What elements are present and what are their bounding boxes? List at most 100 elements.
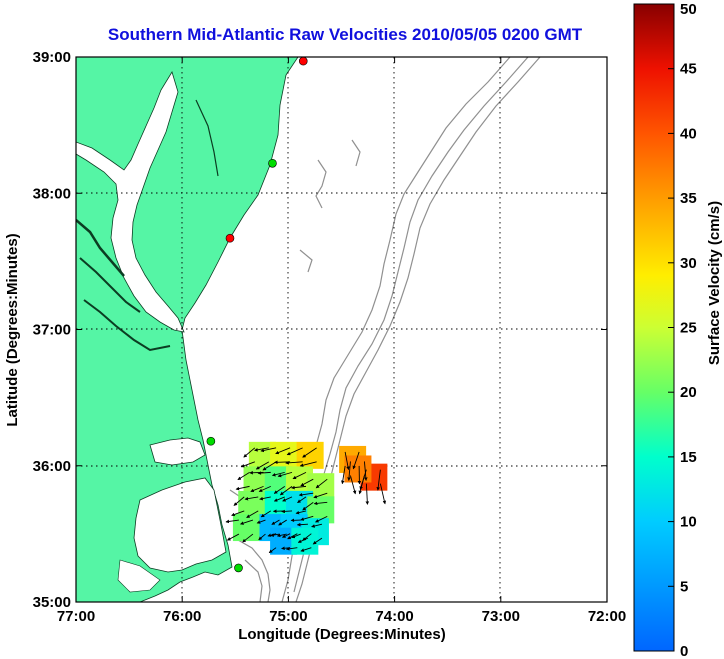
- chesapeake-bay: [76, 71, 185, 333]
- velocity-arrow-43: [246, 510, 259, 518]
- x-tick-label-0: 77:00: [57, 608, 95, 625]
- velocity-arrow-76: [287, 533, 298, 540]
- delmarva-creek: [195, 99, 219, 177]
- velocity-arrow-36: [300, 478, 314, 487]
- nc-inlet: [117, 559, 161, 593]
- station-marker-4: [234, 563, 243, 573]
- colorbar-ticks: 0 5 10 15 20 25 30 35 40 45 50: [668, 1, 697, 659]
- colorbar-tick-label-10: 50: [680, 1, 697, 18]
- x-axis-label: Longitude (Degrees:Minutes): [238, 626, 446, 643]
- velocity-arrow-64: [278, 519, 287, 526]
- velocity-arrow-11: [299, 461, 317, 467]
- pamlico-sound: [133, 477, 227, 573]
- velocity-arrow-24: [237, 471, 250, 481]
- x-tick-label-2: 75:00: [269, 608, 307, 625]
- velocity-arrow-12: [344, 451, 350, 471]
- station-marker-0: [298, 56, 308, 66]
- velocity-cell-19: [291, 527, 319, 555]
- velocity-arrow-8: [286, 447, 303, 456]
- velocity-arrow-26: [235, 485, 250, 491]
- colorbar-tick-label-8: 40: [680, 125, 697, 142]
- velocity-arrow-56: [225, 519, 239, 524]
- velocity-arrow-20: [347, 461, 351, 481]
- velocity-arrow-39: [313, 492, 328, 499]
- velocity-arrow-49: [297, 496, 307, 503]
- velocity-arrow-35: [291, 485, 307, 490]
- velocity-vectors: [225, 447, 387, 554]
- velocity-arrow-18: [365, 483, 370, 505]
- velocity-arrow-44: [259, 496, 271, 501]
- velocity-arrow-59: [242, 533, 254, 543]
- velocity-arrow-73: [281, 533, 291, 538]
- velocity-arrow-38: [298, 492, 314, 497]
- radar-stations: [206, 56, 308, 573]
- velocity-arrow-31: [273, 486, 286, 494]
- velocity-arrow-2: [240, 461, 256, 468]
- velocity-arrow-23: [358, 475, 365, 495]
- potomac-river: [76, 219, 125, 277]
- velocity-arrow-42: [231, 510, 245, 517]
- velocity-arrow-9: [302, 447, 317, 458]
- y-tick-label-4: 39:00: [33, 49, 71, 66]
- velocity-arrow-58: [226, 533, 240, 541]
- velocity-arrow-74: [268, 547, 277, 554]
- velocity-arrow-72: [267, 533, 277, 537]
- station-marker-3: [206, 436, 216, 446]
- velocity-arrow-57: [239, 519, 254, 525]
- colorbar-tick-label-7: 35: [680, 190, 697, 207]
- velocity-arrow-45: [273, 496, 285, 502]
- velocity-cell-10: [238, 490, 266, 518]
- y-axis-label: Latitude (Degrees:Minutes): [4, 233, 21, 426]
- velocity-arrow-7: [274, 460, 291, 465]
- x-tick-label-4: 73:00: [482, 608, 520, 625]
- velocity-arrow-69: [311, 523, 323, 528]
- y-tick-label-0: 35:00: [33, 594, 71, 611]
- velocity-cell-14: [232, 514, 260, 542]
- colorbar-label: Surface Velocity (cm/s): [706, 201, 723, 365]
- velocity-arrow-6: [262, 461, 277, 471]
- velocity-arrow-10: [285, 461, 303, 465]
- velocity-arrow-28: [257, 471, 271, 475]
- velocity-arrow-48: [282, 496, 293, 502]
- velocity-arrow-22: [349, 475, 357, 495]
- rappahannock-river: [79, 257, 141, 313]
- velocity-arrow-19: [379, 483, 387, 505]
- velocity-arrow-60: [256, 519, 266, 524]
- colorbar-tick-label-0: 0: [680, 643, 688, 659]
- velocity-arrow-71: [312, 537, 323, 545]
- velocity-arrow-79: [300, 547, 312, 552]
- velocity-arrow-21: [363, 461, 368, 481]
- velocity-arrow-14: [341, 465, 346, 485]
- velocity-arrow-53: [313, 501, 328, 506]
- velocity-arrow-46: [260, 510, 272, 518]
- colorbar-tick-label-6: 30: [680, 255, 697, 272]
- velocity-arrow-27: [250, 485, 264, 493]
- velocity-arrow-40: [233, 496, 245, 506]
- velocity-arrow-41: [244, 496, 259, 501]
- velocity-arrow-54: [300, 515, 314, 521]
- albemarle-sound: [149, 437, 206, 466]
- york-james-river: [83, 299, 171, 352]
- x-tick-label-3: 74:00: [375, 608, 413, 625]
- colorbar-tick-label-3: 15: [680, 449, 697, 466]
- velocity-arrow-68: [296, 522, 308, 527]
- velocity-arrow-0: [243, 447, 256, 458]
- velocity-arrow-33: [292, 471, 307, 480]
- velocity-arrow-34: [279, 486, 293, 496]
- colorbar-tick-label-5: 25: [680, 320, 697, 337]
- velocity-arrow-30: [258, 485, 271, 492]
- velocity-arrow-17: [376, 469, 381, 491]
- velocity-arrow-4: [260, 447, 277, 453]
- y-axis-ticks: 35:00 36:00 37:00 38:00 39:00: [33, 49, 607, 611]
- velocity-arrow-55: [315, 515, 328, 523]
- velocity-cell-2: [296, 441, 324, 469]
- colorbar-tick-label-2: 10: [680, 514, 697, 531]
- colorbar-tick-label-4: 20: [680, 384, 697, 401]
- velocity-arrow-62: [258, 533, 266, 541]
- y-tick-label-3: 38:00: [33, 185, 71, 202]
- chart-title: Southern Mid-Atlantic Raw Velocities 201…: [108, 25, 583, 44]
- velocity-arrow-32: [277, 471, 293, 478]
- station-marker-2: [225, 233, 235, 243]
- x-axis-ticks: 77:00 76:00 75:00 74:00 73:00 72:00: [57, 57, 626, 625]
